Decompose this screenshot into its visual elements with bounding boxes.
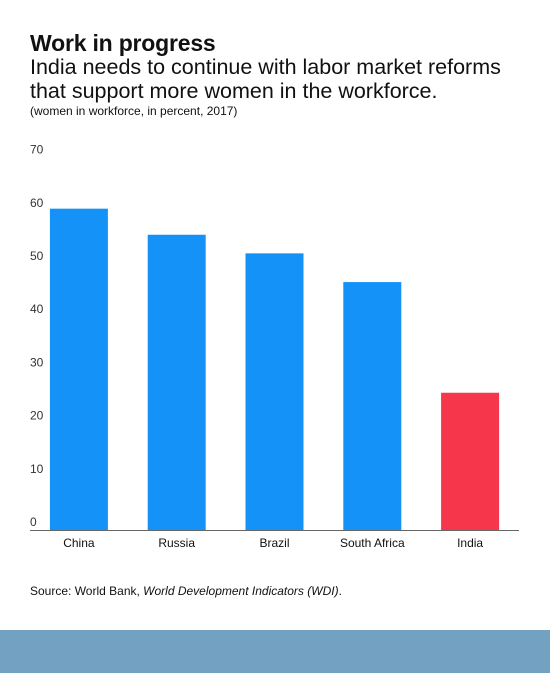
units-note: (women in workforce, in percent, 2017) bbox=[30, 104, 238, 118]
source-note: Source: World Bank, World Development In… bbox=[30, 584, 342, 598]
source-publication: World Development Indicators (WDI) bbox=[143, 584, 339, 598]
y-tick-label: 40 bbox=[30, 302, 44, 316]
y-tick-label: 0 bbox=[30, 515, 37, 529]
y-tick-label: 30 bbox=[30, 355, 44, 369]
x-tick-label: Brazil bbox=[259, 536, 289, 550]
source-suffix: . bbox=[338, 584, 342, 598]
y-tick-label: 70 bbox=[30, 143, 44, 157]
y-tick-label: 50 bbox=[30, 249, 44, 263]
bar bbox=[147, 234, 206, 530]
y-tick-label: 60 bbox=[30, 196, 44, 210]
bar bbox=[343, 282, 402, 530]
source-prefix: Source: World Bank, bbox=[30, 584, 144, 598]
chart-title: Work in progress bbox=[30, 30, 216, 56]
x-tick-label: South Africa bbox=[340, 536, 405, 550]
bar-chart: 0 10 20 30 40 50 60 70 China Russia Brazil South Af… bbox=[30, 143, 519, 550]
footer-band bbox=[0, 630, 550, 673]
x-tick-label: India bbox=[457, 536, 483, 550]
chart-subtitle: India needs to continue with labor marke… bbox=[30, 55, 501, 103]
y-tick-label: 10 bbox=[30, 462, 44, 476]
y-tick-label: 20 bbox=[30, 409, 44, 423]
bar bbox=[245, 253, 304, 531]
bar bbox=[441, 392, 500, 530]
x-tick-label: Russia bbox=[158, 536, 195, 550]
bar bbox=[49, 208, 108, 530]
x-tick-label: China bbox=[63, 536, 95, 550]
